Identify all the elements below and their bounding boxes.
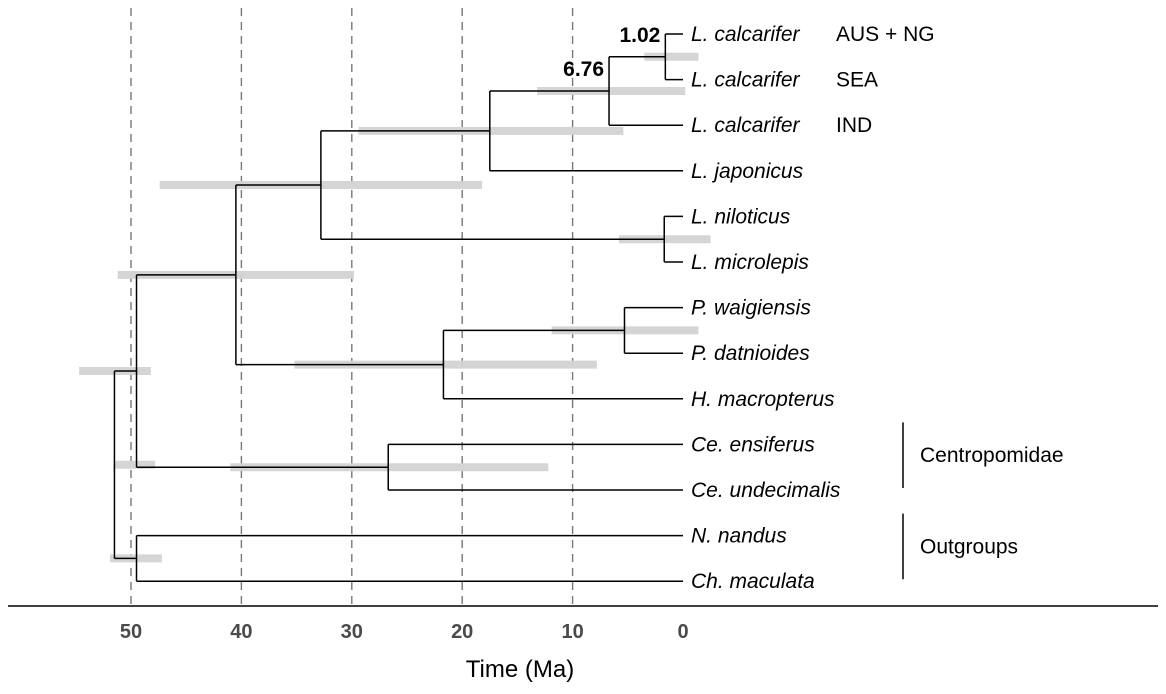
taxon-label-t12: N. nandus xyxy=(691,525,787,548)
taxon-label-t4: L. japonicus xyxy=(691,160,804,183)
taxon-label-t10: Ce. ensiferus xyxy=(691,433,815,456)
region-label-t2: SEA xyxy=(836,69,878,92)
node-age-label-n2: 6.76 xyxy=(563,58,604,81)
taxon-label-t13: Ch. maculata xyxy=(691,570,815,593)
taxon-label-t3: L. calcarifer xyxy=(691,114,801,137)
taxon-label-t2: L. calcarifer xyxy=(691,69,801,92)
tip-labels: L. calcarifer AUS + NG L. calcarifer SEA L. … xyxy=(691,23,935,593)
region-label-t1: AUS + NG xyxy=(836,23,935,46)
taxon-label-t1: L. calcarifer xyxy=(691,23,801,46)
time-axis: Time (Ma) 50 40 30 20 10 0 xyxy=(8,605,1158,683)
taxon-label-t9: H. macropterus xyxy=(691,388,835,411)
hpd-bars xyxy=(79,52,711,563)
x-tick-label-30: 30 xyxy=(341,621,363,643)
x-tick-label-50: 50 xyxy=(120,621,142,643)
taxon-label-t6: L. microlepis xyxy=(691,251,809,274)
group-label-0: Centropomidae xyxy=(920,444,1064,467)
node-labels: 1.02 6.76 xyxy=(563,24,660,81)
x-tick-label-10: 10 xyxy=(561,621,583,643)
gridlines xyxy=(130,8,574,604)
tree-branches xyxy=(113,33,683,582)
taxon-label-t5: L. niloticus xyxy=(691,205,791,228)
group-label-1: Outgroups xyxy=(920,535,1018,558)
taxon-label-t7: P. waigiensis xyxy=(691,297,811,320)
group-brackets: Centropomidae Outgroups xyxy=(902,422,1064,580)
taxon-label-t8: P. datnioides xyxy=(691,342,810,365)
x-axis-title: Time (Ma) xyxy=(466,656,574,683)
x-tick-label-40: 40 xyxy=(230,621,252,643)
x-tick-label-20: 20 xyxy=(451,621,473,643)
node-age-label-n1: 1.02 xyxy=(619,24,660,47)
x-tick-label-0: 0 xyxy=(677,621,688,643)
region-label-t3: IND xyxy=(836,114,872,137)
taxon-label-t11: Ce. undecimalis xyxy=(691,479,841,502)
